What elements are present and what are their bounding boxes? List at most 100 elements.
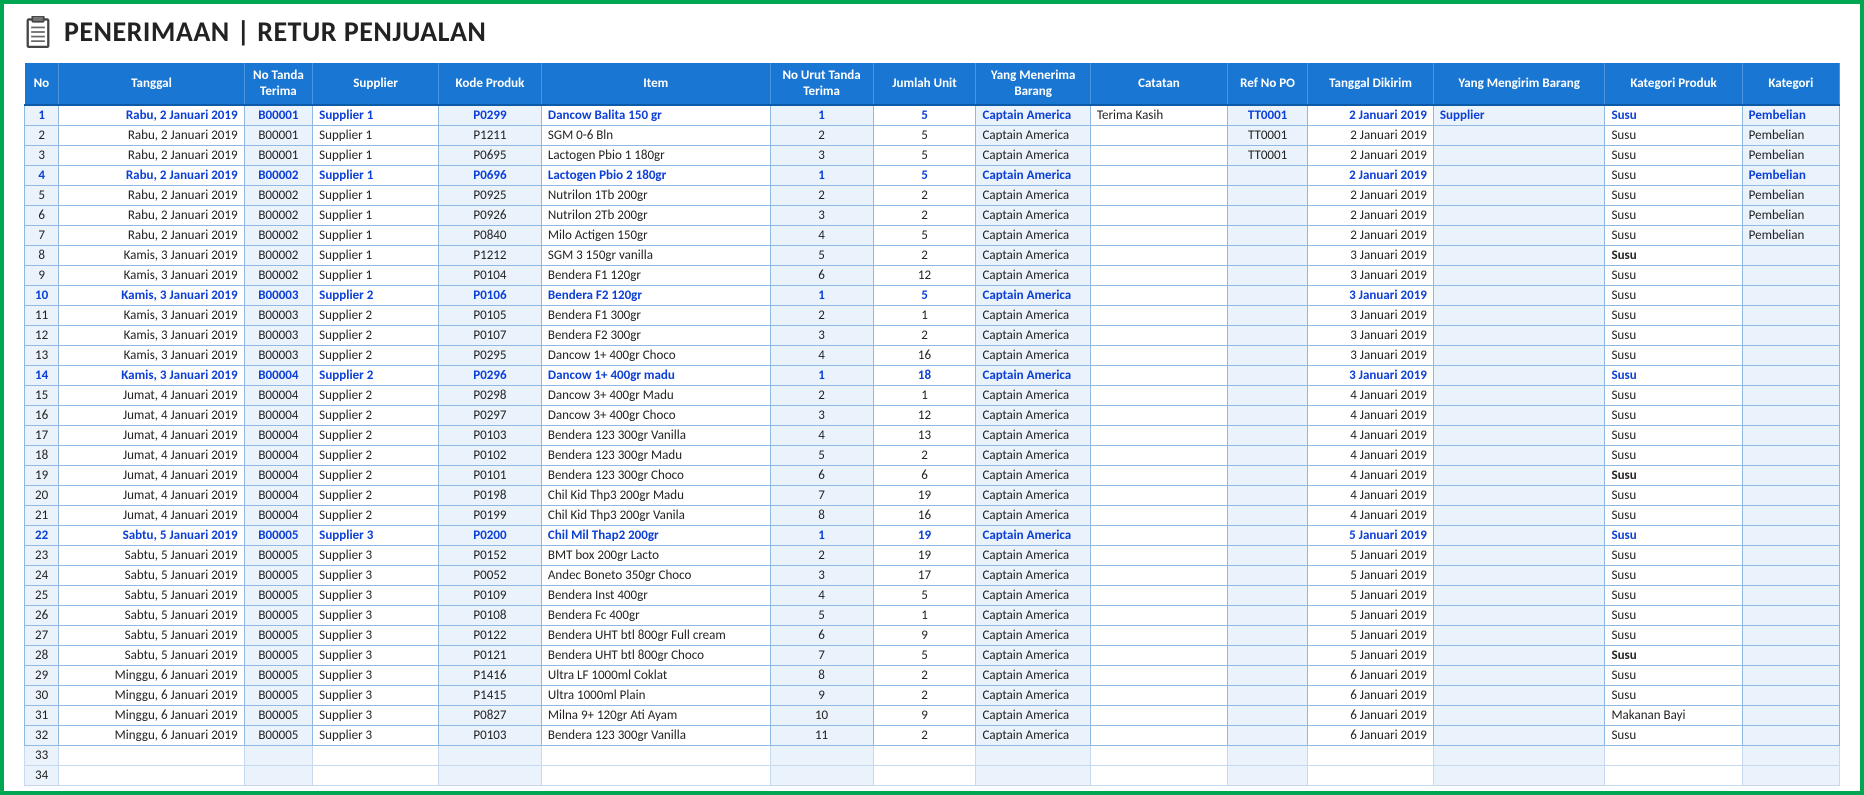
table-row[interactable]: 2Rabu, 2 Januari 2019B00001Supplier 1P12… [25, 125, 1840, 145]
cell-kat[interactable]: Susu [1605, 665, 1742, 685]
cell-tgl[interactable]: Minggu, 6 Januari 2019 [59, 705, 244, 725]
cell-kat2[interactable] [1742, 385, 1839, 405]
cell-ref[interactable] [1228, 605, 1308, 625]
cell-no[interactable]: 26 [25, 605, 59, 625]
table-row[interactable]: 5Rabu, 2 Januari 2019B00002Supplier 1P09… [25, 185, 1840, 205]
table-row[interactable]: 24Sabtu, 5 Januari 2019B00005Supplier 3P… [25, 565, 1840, 585]
cell-cat[interactable] [1090, 145, 1227, 165]
cell-urut[interactable]: 3 [770, 145, 873, 165]
cell-ref[interactable] [1228, 745, 1308, 765]
cell-cat[interactable] [1090, 445, 1227, 465]
cell-urut[interactable]: 5 [770, 245, 873, 265]
cell-unit[interactable]: 19 [873, 485, 976, 505]
col-kirim[interactable]: Yang Mengirim Barang [1433, 63, 1605, 105]
cell-unit[interactable]: 1 [873, 605, 976, 625]
cell-kat[interactable]: Susu [1605, 225, 1742, 245]
cell-ntt[interactable]: B00003 [244, 305, 313, 325]
cell-kirim[interactable] [1433, 445, 1605, 465]
cell-ntt[interactable]: B00004 [244, 405, 313, 425]
cell-yang[interactable]: Captain America [976, 705, 1090, 725]
table-row[interactable]: 32Minggu, 6 Januari 2019B00005Supplier 3… [25, 725, 1840, 745]
cell-no[interactable]: 20 [25, 485, 59, 505]
cell-kirim[interactable] [1433, 565, 1605, 585]
table-row[interactable]: 31Minggu, 6 Januari 2019B00005Supplier 3… [25, 705, 1840, 725]
cell-kode[interactable]: P0695 [438, 145, 541, 165]
cell-dikirim[interactable]: 5 Januari 2019 [1308, 525, 1434, 545]
cell-urut[interactable]: 8 [770, 665, 873, 685]
cell-cat[interactable] [1090, 305, 1227, 325]
cell-sup[interactable]: Supplier 3 [313, 725, 439, 745]
cell-urut[interactable]: 7 [770, 485, 873, 505]
cell-unit[interactable]: 2 [873, 685, 976, 705]
cell-kat2[interactable] [1742, 645, 1839, 665]
cell-dikirim[interactable]: 5 Januari 2019 [1308, 625, 1434, 645]
cell-kode[interactable]: P1212 [438, 245, 541, 265]
cell-tgl[interactable]: Jumat, 4 Januari 2019 [59, 505, 244, 525]
cell-tgl[interactable]: Rabu, 2 Januari 2019 [59, 225, 244, 245]
cell-urut[interactable]: 4 [770, 425, 873, 445]
cell-ref[interactable] [1228, 445, 1308, 465]
cell-item[interactable]: Lactogen Pbio 1 180gr [541, 145, 770, 165]
table-row[interactable]: 29Minggu, 6 Januari 2019B00005Supplier 3… [25, 665, 1840, 685]
cell-yang[interactable]: Captain America [976, 305, 1090, 325]
cell-ref[interactable] [1228, 505, 1308, 525]
col-kat[interactable]: Kategori Produk [1605, 63, 1742, 105]
cell-cat[interactable] [1090, 345, 1227, 365]
cell-no[interactable]: 14 [25, 365, 59, 385]
cell-kode[interactable]: P0296 [438, 365, 541, 385]
cell-urut[interactable]: 11 [770, 725, 873, 745]
cell-yang[interactable]: Captain America [976, 205, 1090, 225]
cell-ref[interactable] [1228, 325, 1308, 345]
cell-no[interactable]: 17 [25, 425, 59, 445]
cell-kode[interactable]: P0198 [438, 485, 541, 505]
cell-ntt[interactable]: B00005 [244, 645, 313, 665]
table-row[interactable]: 22Sabtu, 5 Januari 2019B00005Supplier 3P… [25, 525, 1840, 545]
cell-unit[interactable]: 2 [873, 245, 976, 265]
cell-ntt[interactable]: B00002 [244, 165, 313, 185]
cell-no[interactable]: 6 [25, 205, 59, 225]
table-row[interactable]: 15Jumat, 4 Januari 2019B00004Supplier 2P… [25, 385, 1840, 405]
cell-kat[interactable]: Susu [1605, 425, 1742, 445]
cell-item[interactable]: Dancow Balita 150 gr [541, 105, 770, 125]
cell-unit[interactable]: 5 [873, 105, 976, 125]
cell-kode[interactable]: P0102 [438, 445, 541, 465]
cell-yang[interactable]: Captain America [976, 425, 1090, 445]
cell-ref[interactable]: TT0001 [1228, 145, 1308, 165]
cell-unit[interactable]: 16 [873, 505, 976, 525]
cell-sup[interactable]: Supplier 1 [313, 145, 439, 165]
cell-ntt[interactable]: B00004 [244, 425, 313, 445]
cell-ref[interactable] [1228, 565, 1308, 585]
cell-kat[interactable]: Susu [1605, 105, 1742, 125]
cell-kat2[interactable] [1742, 265, 1839, 285]
cell-unit[interactable]: 5 [873, 165, 976, 185]
cell-dikirim[interactable]: 4 Januari 2019 [1308, 405, 1434, 425]
cell-urut[interactable]: 5 [770, 445, 873, 465]
cell-kat[interactable]: Susu [1605, 145, 1742, 165]
table-row[interactable]: 6Rabu, 2 Januari 2019B00002Supplier 1P09… [25, 205, 1840, 225]
cell-ntt[interactable]: B00005 [244, 565, 313, 585]
cell-tgl[interactable]: Jumat, 4 Januari 2019 [59, 405, 244, 425]
cell-kode[interactable]: P0109 [438, 585, 541, 605]
cell-ntt[interactable]: B00004 [244, 445, 313, 465]
cell-yang[interactable]: Captain America [976, 665, 1090, 685]
cell-yang[interactable]: Captain America [976, 485, 1090, 505]
cell-item[interactable]: SGM 3 150gr vanilla [541, 245, 770, 265]
cell-yang[interactable]: Captain America [976, 505, 1090, 525]
cell-ntt[interactable] [244, 765, 313, 785]
table-row[interactable]: 20Jumat, 4 Januari 2019B00004Supplier 2P… [25, 485, 1840, 505]
cell-sup[interactable]: Supplier 2 [313, 425, 439, 445]
cell-yang[interactable]: Captain America [976, 345, 1090, 365]
cell-ref[interactable] [1228, 185, 1308, 205]
cell-kat[interactable]: Susu [1605, 445, 1742, 465]
cell-urut[interactable]: 3 [770, 205, 873, 225]
cell-kat[interactable]: Susu [1605, 625, 1742, 645]
cell-kat[interactable]: Susu [1605, 365, 1742, 385]
cell-ntt[interactable]: B00002 [244, 225, 313, 245]
cell-unit[interactable]: 9 [873, 705, 976, 725]
table-row[interactable]: 30Minggu, 6 Januari 2019B00005Supplier 3… [25, 685, 1840, 705]
cell-yang[interactable]: Captain America [976, 605, 1090, 625]
cell-kode[interactable]: P0052 [438, 565, 541, 585]
cell-ref[interactable] [1228, 385, 1308, 405]
table-row[interactable]: 3Rabu, 2 Januari 2019B00001Supplier 1P06… [25, 145, 1840, 165]
cell-kat[interactable]: Susu [1605, 725, 1742, 745]
